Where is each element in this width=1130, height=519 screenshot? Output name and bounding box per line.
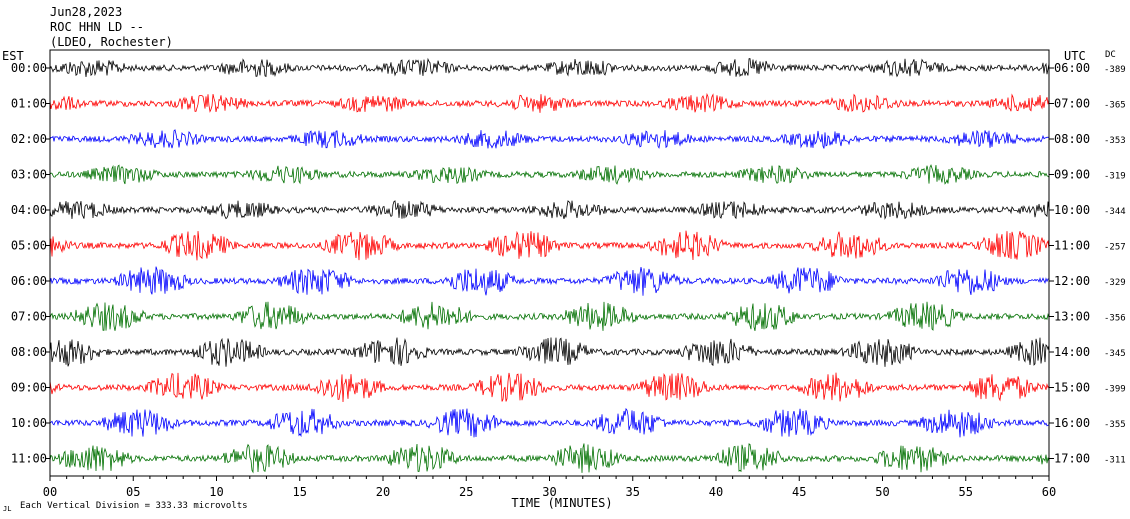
- utc-row-label: 16:00: [1054, 416, 1090, 430]
- x-tick-label: 50: [875, 485, 889, 499]
- dc-value: -399: [1104, 385, 1126, 395]
- est-row-label: 02:00: [11, 132, 47, 146]
- est-row-label: 10:00: [11, 416, 47, 430]
- est-row-label: 04:00: [11, 203, 47, 217]
- x-tick-label: 40: [709, 485, 723, 499]
- est-row-label: 06:00: [11, 274, 47, 288]
- est-row-label: 01:00: [11, 97, 47, 111]
- est-row-label: 08:00: [11, 345, 47, 359]
- trace-0000: [49, 57, 1050, 78]
- plot-frame: [49, 49, 1050, 477]
- trace-0600: [49, 266, 1050, 296]
- est-row-label: 07:00: [11, 310, 47, 324]
- row-labels: 00:00 06:00 -389 01:00 07:00 -365 02:00 08:00 -3…: [11, 61, 1126, 466]
- dc-value: -257: [1104, 243, 1126, 253]
- dc-value: -311: [1104, 456, 1126, 466]
- x-tick-label: 30: [542, 485, 556, 499]
- dc-label: DC: [1105, 50, 1116, 60]
- dc-value: -329: [1104, 278, 1126, 288]
- x-tick-label: 35: [626, 485, 640, 499]
- trace-0200: [49, 129, 1050, 149]
- utc-label: UTC: [1064, 49, 1086, 63]
- utc-row-label: 07:00: [1054, 97, 1090, 111]
- x-tick-label: 05: [126, 485, 140, 499]
- x-tick-label: 20: [376, 485, 390, 499]
- x-tick-label: 25: [459, 485, 473, 499]
- est-row-label: 03:00: [11, 168, 47, 182]
- est-row-label: 05:00: [11, 239, 47, 253]
- utc-row-label: 10:00: [1054, 203, 1090, 217]
- x-tick-label: 60: [1042, 485, 1056, 499]
- dc-value: -355: [1104, 420, 1126, 430]
- utc-row-label: 06:00: [1054, 61, 1090, 75]
- trace-0300: [49, 164, 1050, 185]
- dc-value: -345: [1104, 349, 1126, 359]
- trace-0800: [49, 337, 1050, 367]
- est-label: EST: [2, 49, 24, 63]
- utc-row-label: 12:00: [1054, 274, 1090, 288]
- trace-0100: [49, 92, 1050, 113]
- corner-mark: JL: [3, 505, 11, 513]
- trace-0500: [49, 230, 1050, 261]
- utc-row-label: 14:00: [1054, 345, 1090, 359]
- x-tick-label: 45: [792, 485, 806, 499]
- utc-row-label: 11:00: [1054, 239, 1090, 253]
- traces: [49, 57, 1050, 474]
- trace-1000: [49, 407, 1050, 438]
- dc-value: -389: [1104, 65, 1126, 75]
- trace-0900: [49, 372, 1050, 403]
- x-ticks: 00 05 10 15 20 25 30 35 40 45 50 55 60: [43, 476, 1056, 499]
- dc-value: -319: [1104, 172, 1126, 182]
- dc-value: -344: [1104, 207, 1126, 217]
- dc-value: -356: [1104, 314, 1126, 324]
- network-label: (LDEO, Rochester): [50, 35, 173, 49]
- est-row-label: 09:00: [11, 381, 47, 395]
- x-tick-label: 15: [293, 485, 307, 499]
- trace-0700: [49, 301, 1050, 332]
- est-row-label: 00:00: [11, 61, 47, 75]
- x-axis-title: TIME (MINUTES): [511, 496, 612, 510]
- trace-1100: [49, 443, 1050, 474]
- utc-row-label: 15:00: [1054, 381, 1090, 395]
- trace-0400: [49, 200, 1050, 220]
- x-tick-label: 10: [209, 485, 223, 499]
- utc-row-label: 13:00: [1054, 310, 1090, 324]
- utc-row-label: 17:00: [1054, 452, 1090, 466]
- scale-note: Each Vertical Division = 333.33 microvol…: [20, 501, 248, 511]
- x-tick-label: 00: [43, 485, 57, 499]
- dc-value: -353: [1104, 136, 1126, 146]
- utc-row-label: 09:00: [1054, 168, 1090, 182]
- utc-row-label: 08:00: [1054, 132, 1090, 146]
- dc-value: -365: [1104, 101, 1126, 111]
- station-label: ROC HHN LD --: [50, 20, 144, 34]
- x-tick-label: 55: [959, 485, 973, 499]
- est-row-label: 11:00: [11, 452, 47, 466]
- date-label: Jun28,2023: [50, 5, 123, 19]
